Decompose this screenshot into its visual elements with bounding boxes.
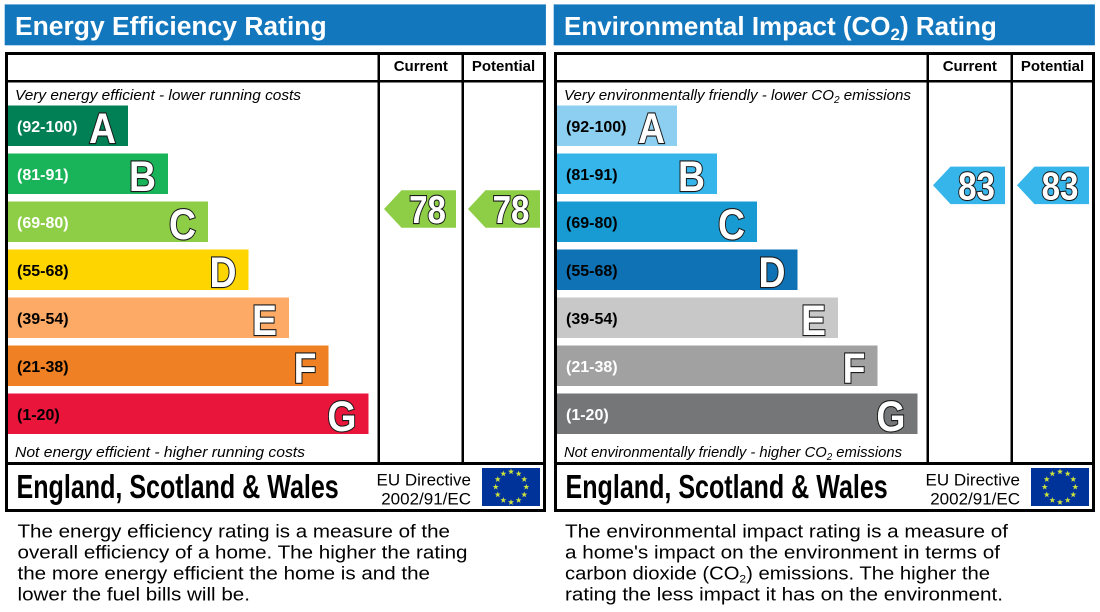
svg-text:lower the fuel bills will be.: lower the fuel bills will be. [18,584,251,605]
svg-text:E: E [252,298,277,345]
svg-text:D: D [758,250,785,297]
svg-text:England, Scotland & Wales: England, Scotland & Wales [17,469,339,506]
svg-text:E: E [801,298,826,345]
svg-text:Current: Current [943,58,997,75]
svg-text:(55-68): (55-68) [17,263,69,280]
svg-text:2002/91/EC: 2002/91/EC [930,490,1020,509]
svg-text:(81-91): (81-91) [17,167,69,184]
svg-text:A: A [89,106,116,153]
svg-text:The environmental impact ratin: The environmental impact rating is a mea… [565,521,1009,542]
svg-text:England, Scotland & Wales: England, Scotland & Wales [566,469,888,506]
svg-text:83: 83 [958,164,995,208]
svg-text:83: 83 [1042,164,1079,208]
svg-text:F: F [294,346,317,393]
svg-text:(92-100): (92-100) [566,119,626,136]
svg-text:(69-80): (69-80) [566,215,618,232]
svg-text:Environmental Impact (CO2) Rat: Environmental Impact (CO2) Rating [564,11,997,44]
svg-text:B: B [129,154,156,201]
svg-text:Current: Current [394,58,448,75]
svg-text:2002/91/EC: 2002/91/EC [381,490,471,509]
svg-text:EU Directive: EU Directive [377,471,471,490]
svg-text:G: G [876,394,905,441]
svg-text:C: C [718,202,745,249]
svg-text:G: G [327,394,356,441]
svg-text:(21-38): (21-38) [566,359,618,376]
svg-text:a home's impact on the environ: a home's impact on the environment in te… [565,542,1001,563]
svg-text:(1-20): (1-20) [566,407,609,424]
svg-text:overall efficiency of a home.: overall efficiency of a home. The higher… [18,542,468,563]
svg-text:(69-80): (69-80) [17,215,69,232]
svg-text:Potential: Potential [472,58,535,75]
svg-text:EU Directive: EU Directive [926,471,1020,490]
svg-text:The energy efficiency rating i: The energy efficiency rating is a measur… [18,521,451,542]
svg-text:C: C [169,202,196,249]
svg-text:78: 78 [493,187,530,231]
svg-text:B: B [678,154,705,201]
svg-text:A: A [638,106,665,153]
svg-text:78: 78 [409,187,446,231]
svg-text:Not environmentally friendly -: Not environmentally friendly - higher CO… [564,444,902,463]
svg-text:(92-100): (92-100) [17,119,77,136]
svg-text:the more energy efficient the: the more energy efficient the home is an… [18,563,431,584]
svg-text:Potential: Potential [1021,58,1084,75]
svg-text:(39-54): (39-54) [566,311,618,328]
svg-text:F: F [843,346,866,393]
svg-text:Energy Efficiency Rating: Energy Efficiency Rating [15,11,327,41]
svg-text:D: D [209,250,236,297]
svg-text:(39-54): (39-54) [17,311,69,328]
svg-text:rating the less impact it has: rating the less impact it has on the env… [565,584,1003,605]
svg-text:Not energy efficient - higher: Not energy efficient - higher running co… [15,444,306,461]
svg-text:(81-91): (81-91) [566,167,618,184]
svg-text:carbon dioxide (CO2) emissions: carbon dioxide (CO 2) emissions. The high… [565,563,990,586]
svg-text:Very environmentally friendly: Very environmentally friendly - lower CO… [564,87,911,106]
svg-text:(55-68): (55-68) [566,263,618,280]
svg-text:(1-20): (1-20) [17,407,60,424]
svg-text:(21-38): (21-38) [17,359,69,376]
svg-text:Very energy efficient - lower: Very energy efficient - lower running co… [15,87,302,104]
